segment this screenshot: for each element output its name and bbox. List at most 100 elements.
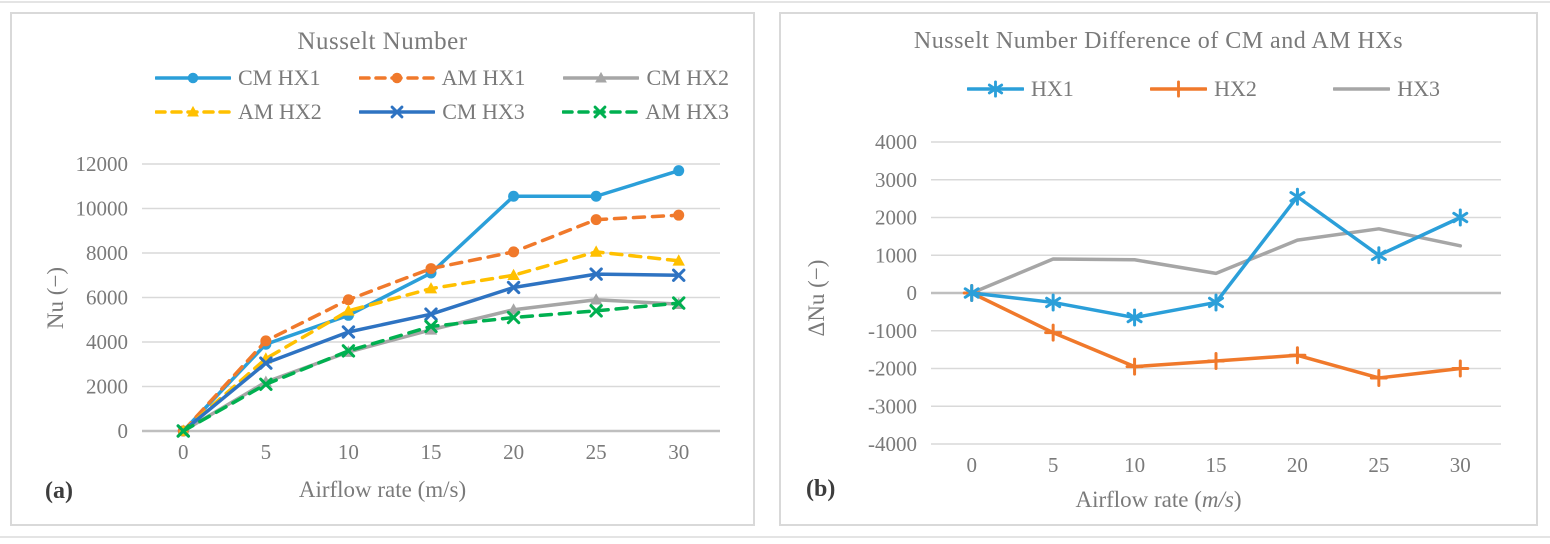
data-point-marker — [506, 280, 521, 295]
legend-label: CM HX1 — [238, 65, 321, 90]
y-tick-label: 8000 — [86, 241, 128, 265]
series-line-hx3 — [969, 227, 1463, 295]
data-point-marker — [424, 319, 438, 334]
data-point-marker — [1452, 208, 1469, 227]
data-point-marker — [672, 296, 686, 310]
data-point-marker — [390, 105, 404, 119]
y-tick-label: -1000 — [868, 319, 917, 343]
series-line-am-hx1 — [181, 213, 681, 433]
x-tick-label: 5 — [261, 440, 272, 464]
legend-key-line-icon — [1333, 87, 1391, 91]
data-point-marker — [187, 72, 199, 84]
data-point-marker — [589, 245, 603, 257]
data-point-marker — [506, 310, 521, 325]
x-axis-title: Airflow rate (m/s) — [1075, 487, 1242, 512]
legend-label: HX1 — [1031, 76, 1074, 101]
x-tick-label: 0 — [966, 453, 977, 477]
y-tick-label: -3000 — [868, 394, 917, 418]
legend-label: HX2 — [1214, 76, 1257, 101]
data-point-marker — [342, 304, 355, 316]
legend-item-am-hx1: AM HX1 — [358, 64, 526, 92]
data-point-marker — [672, 254, 685, 266]
legend-key-triangle-icon — [563, 71, 640, 83]
y-tick-label: 12000 — [76, 152, 129, 176]
legend-row: HX1 HX2 HX3 — [967, 75, 1440, 103]
data-point-marker — [1125, 357, 1144, 376]
y-tick-label: 0 — [118, 419, 129, 443]
data-point-marker — [176, 424, 190, 438]
x-tick-label: 20 — [1287, 453, 1308, 477]
legend-row: AM HX2 CM HX3 AM HX3 — [155, 98, 729, 126]
legend-key-x-icon — [562, 105, 639, 119]
legend-label: AM HX1 — [441, 65, 526, 90]
data-point-marker — [589, 267, 603, 281]
data-point-marker — [673, 209, 685, 221]
legend-label: HX3 — [1397, 76, 1440, 101]
data-point-marker — [341, 325, 356, 339]
y-tick-label: -2000 — [868, 357, 917, 381]
data-point-marker — [590, 214, 602, 226]
x-axis-title: Airflow rate (m/s) — [298, 477, 467, 502]
data-point-marker — [673, 165, 685, 177]
legend-key-triangle-icon — [155, 105, 231, 117]
y-tick-label: 4000 — [875, 130, 917, 154]
x-tick-label: 10 — [338, 440, 359, 464]
x-tick-label: 20 — [503, 440, 524, 464]
x-tick-label: 30 — [1450, 453, 1471, 477]
data-point-marker — [1045, 293, 1062, 312]
data-point-marker — [424, 282, 438, 294]
legend-key-circle-icon — [358, 72, 435, 84]
data-point-marker — [260, 335, 272, 347]
legend-row: CM HX1 AM HX1 CM HX2 — [155, 64, 729, 92]
legend-label: AM HX3 — [645, 99, 729, 124]
legend-item-cm-hx2: CM HX2 — [563, 64, 729, 92]
data-point-marker — [342, 294, 354, 306]
data-point-marker — [590, 190, 602, 202]
data-point-marker — [391, 72, 402, 84]
legend-key-asterisk-icon — [967, 80, 1024, 98]
y-tick-label: 1000 — [875, 243, 917, 267]
data-point-marker — [589, 293, 603, 305]
y-tick-label: -4000 — [868, 432, 917, 456]
y-tick-label: 2000 — [86, 375, 128, 399]
data-point-marker — [259, 377, 273, 391]
y-tick-label: 10000 — [76, 197, 129, 221]
chart-a-title: Nusselt Number — [297, 28, 468, 55]
data-point-marker — [341, 344, 356, 358]
data-point-marker — [424, 307, 438, 321]
legend-item-hx2: HX2 — [1150, 75, 1257, 103]
data-point-marker — [1369, 368, 1388, 387]
data-point-marker — [589, 304, 603, 318]
legend-label: CM HX2 — [646, 65, 729, 90]
data-point-marker — [425, 263, 437, 275]
data-point-marker — [1288, 346, 1307, 365]
chart-panel-a: Nusselt Number CM HX1 AM HX1 CM HX2 AM HX2… — [10, 12, 755, 526]
data-point-marker — [1289, 187, 1306, 206]
legend-label: AM HX2 — [238, 99, 322, 124]
data-point-marker — [508, 190, 520, 202]
x-tick-label: 25 — [586, 440, 607, 464]
x-tick-label: 10 — [1124, 453, 1145, 477]
chart-b-title: Nusselt Number Difference of CM and AM H… — [913, 28, 1404, 54]
bottom-rule — [0, 536, 1550, 538]
data-point-marker — [1044, 323, 1063, 342]
plot-area-a: 0 2000 4000 6000 8000 10000 12000 0 5 10 15 20 25 30 — [76, 152, 720, 464]
data-point-marker — [672, 268, 686, 282]
panel-label-b: (b) — [806, 476, 836, 502]
y-tick-label: 4000 — [86, 330, 128, 354]
data-point-marker — [593, 105, 607, 119]
y-tick-label: 0 — [907, 281, 918, 305]
x-tick-label: 15 — [421, 440, 442, 464]
chart-panel-b: Nusselt Number Difference of CM and AM H… — [779, 12, 1538, 526]
legend-item-hx1: HX1 — [967, 75, 1074, 103]
legend-label: CM HX3 — [442, 99, 525, 124]
y-tick-label: 6000 — [86, 286, 128, 310]
legend-item-am-hx2: AM HX2 — [155, 98, 322, 126]
data-point-marker — [507, 268, 520, 281]
plot-area-b: 4000 3000 2000 1000 0 -1000 -2000 -3000 -4000 0 5 1… — [868, 130, 1501, 477]
legend-key-plus-icon — [1150, 80, 1208, 98]
x-tick-label: 5 — [1048, 453, 1059, 477]
legend-item-am-hx3: AM HX3 — [562, 98, 729, 126]
data-point-marker — [424, 323, 438, 335]
